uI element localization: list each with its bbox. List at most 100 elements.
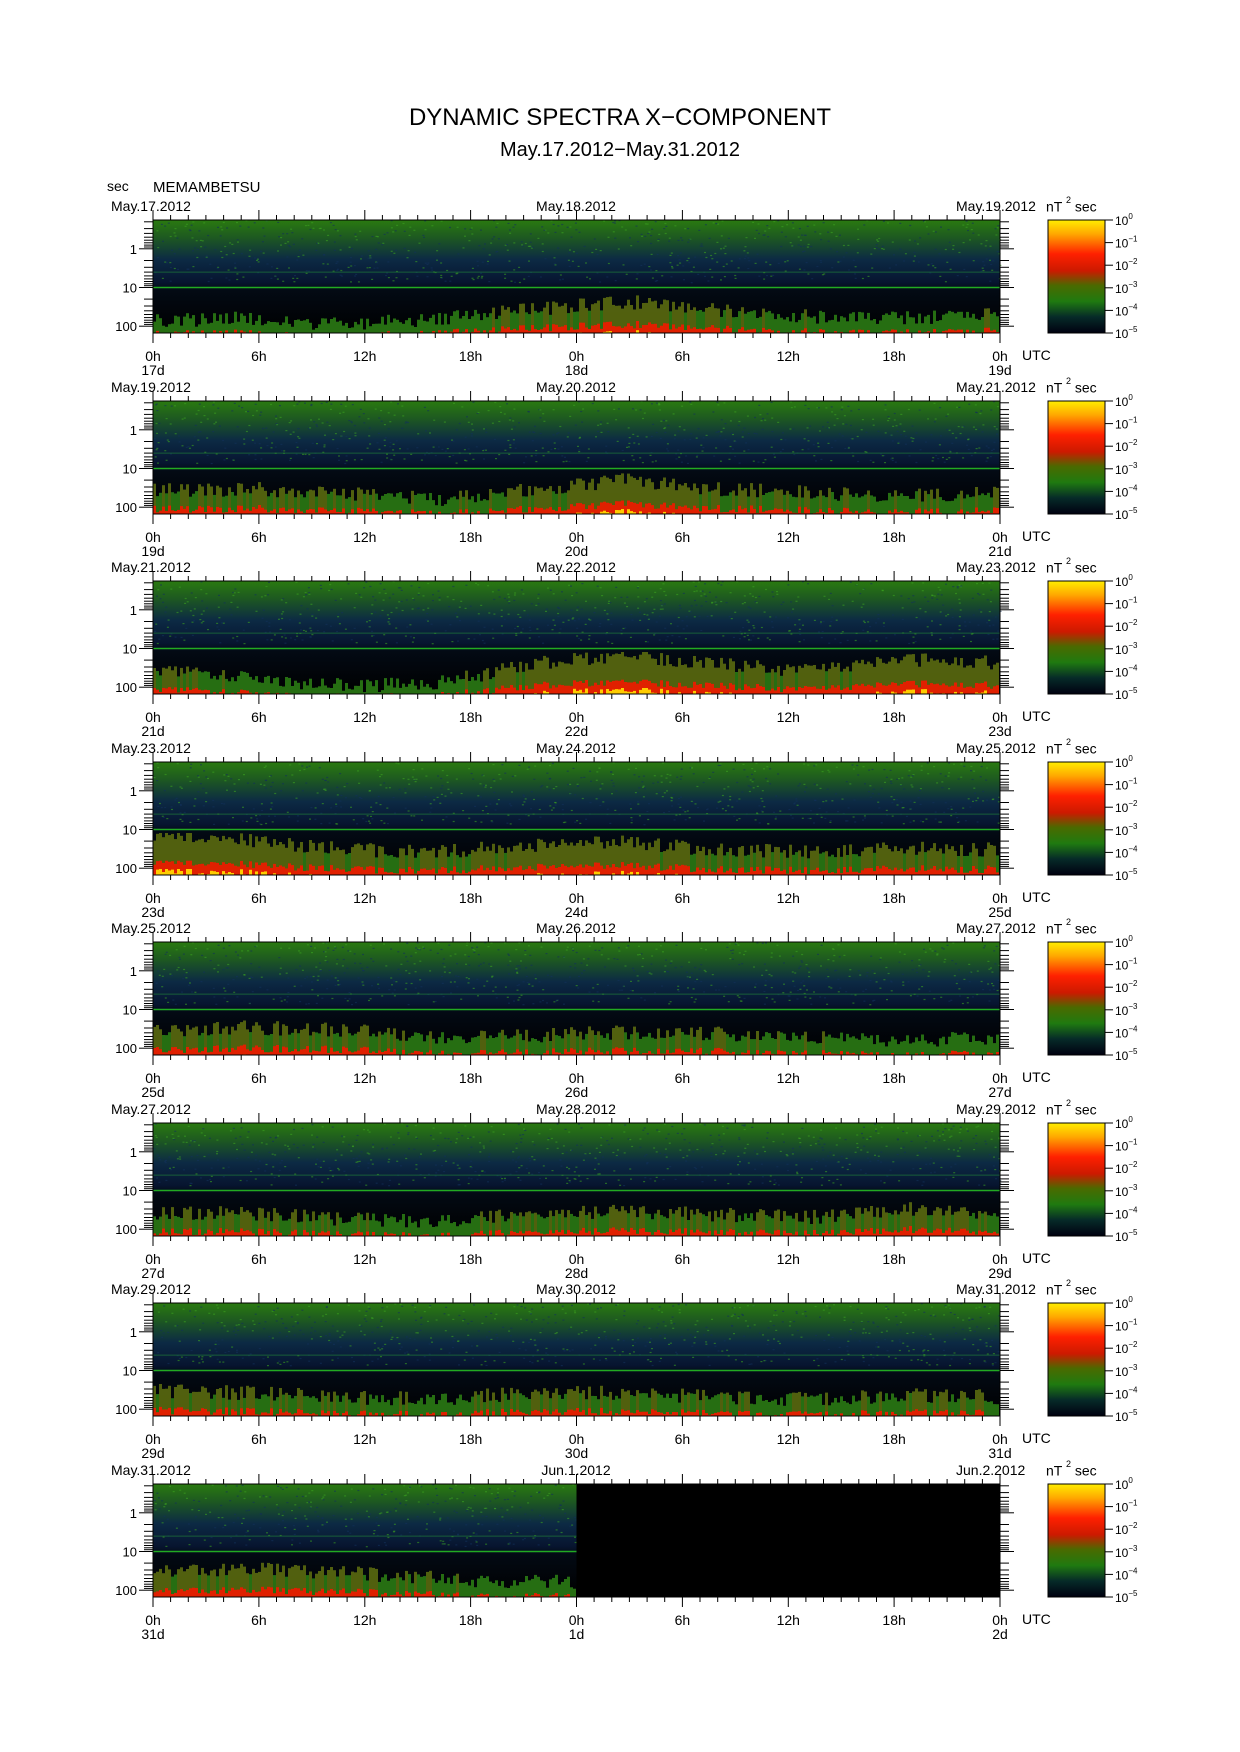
colorbar-tick-exponent: −1 <box>1128 596 1138 605</box>
colorbar-tick-label: 100 <box>1115 1476 1133 1492</box>
day-label: 27d <box>141 1265 164 1281</box>
x-tick-label: 18h <box>882 890 905 906</box>
y-tick-label: 1 <box>130 422 137 437</box>
x-tick-label: 0h <box>145 1070 161 1086</box>
y-tick-label: 1 <box>130 603 137 618</box>
colorbar-tick-base: 10 <box>1115 1500 1129 1514</box>
colorbar-unit-exponent: 2 <box>1065 556 1071 566</box>
y-axis-ticks <box>139 582 1014 688</box>
colorbar-tick-exponent: −2 <box>1128 257 1138 266</box>
colorbar-unit-label: nT 2 sec <box>1046 1278 1097 1298</box>
panel-date-left: May.19.2012 <box>111 378 191 395</box>
x-tick-label: 0h <box>145 890 161 906</box>
x-tick-label: 6h <box>251 1612 267 1628</box>
x-tick-label: 0h <box>992 709 1008 725</box>
x-tick-label: 0h <box>992 1251 1008 1267</box>
x-tick-label: 18h <box>459 348 482 364</box>
spectrogram-noise <box>154 581 1002 645</box>
x-tick-label: 0h <box>992 1612 1008 1628</box>
y-axis-ticks <box>139 221 1014 327</box>
x-tick-label: 12h <box>353 1251 376 1267</box>
spectrogram-noise <box>153 400 999 464</box>
spectrum-panel: May.17.2012 May.18.2012 May.19.2012 nT 2 se… <box>0 195 1240 400</box>
x-tick-label: 6h <box>251 890 267 906</box>
panel-date-left: May.17.2012 <box>111 198 191 214</box>
colorbar-tick-exponent: −3 <box>1128 1543 1138 1552</box>
day-label: 29d <box>141 1445 164 1461</box>
colorbar-tick-exponent: −1 <box>1128 1137 1138 1146</box>
x-tick-label: 0h <box>992 529 1008 545</box>
x-tick-label: 12h <box>353 890 376 906</box>
x-tick-label: 18h <box>882 1070 905 1086</box>
x-tick-label: 18h <box>882 1612 905 1628</box>
colorbar-unit: nT <box>1046 740 1066 757</box>
x-tick-label: 0h <box>145 348 161 364</box>
colorbar-tick-label: 10−5 <box>1115 1228 1138 1244</box>
spectral-power-columns <box>153 295 999 333</box>
x-axis-unit-utc: UTC <box>1022 527 1051 544</box>
panel-date-middle: May.20.2012 <box>536 378 616 395</box>
colorbar-tick-base: 10 <box>1115 1342 1129 1356</box>
panel-date-left: May.21.2012 <box>111 559 191 575</box>
y-axis-unit-label: sec <box>107 178 129 194</box>
y-tick-label: 1 <box>130 783 137 798</box>
x-axis-ticks <box>152 751 1001 885</box>
x-tick-label: 12h <box>353 1612 376 1628</box>
colorbar-unit-suffix: sec <box>1071 920 1097 937</box>
day-label: 20d <box>565 543 588 559</box>
colorbar-tick-exponent: −5 <box>1128 1228 1138 1237</box>
colorbar-unit: nT <box>1046 379 1066 396</box>
x-axis-unit-utc: UTC <box>1022 1069 1051 1085</box>
x-tick-label: 12h <box>777 890 800 906</box>
y-axis-ticks <box>139 1484 1014 1591</box>
colorbar-tick-label: 100 <box>1115 573 1133 589</box>
colorbar-tick-base: 10 <box>1115 508 1129 522</box>
colorbar-unit-exponent: 2 <box>1065 1278 1071 1288</box>
y-tick-label: 10 <box>123 822 137 837</box>
colorbar-tick-exponent: −1 <box>1128 1498 1138 1507</box>
colorbar-tick-base: 10 <box>1115 665 1129 679</box>
station-name: MEMAMBETSU <box>153 179 261 196</box>
x-tick-label: 0h <box>992 1070 1008 1086</box>
colorbar-tick-label: 10−3 <box>1115 1363 1138 1379</box>
x-tick-label: 0h <box>569 709 585 725</box>
x-tick-label: 18h <box>882 709 905 725</box>
x-tick-label: 18h <box>459 890 482 906</box>
colorbar-tick-exponent: −2 <box>1128 1521 1138 1530</box>
colorbar-tick-base: 10 <box>1115 1207 1129 1221</box>
colorbar-unit: nT <box>1046 920 1066 937</box>
x-tick-label: 6h <box>675 709 691 725</box>
colorbar-tick-base: 10 <box>1115 1365 1129 1379</box>
x-tick-label: 6h <box>675 1251 691 1267</box>
x-tick-label: 18h <box>882 1431 905 1447</box>
spectrum-panel: May.23.2012 May.24.2012 May.25.2012 nT 2 se… <box>0 737 1240 942</box>
colorbar-tick-label: 10−4 <box>1115 663 1138 679</box>
colorbar-tick-label: 10−1 <box>1115 596 1138 612</box>
colorbar-tick-exponent: −3 <box>1128 821 1138 830</box>
colorbar-tick-base: 10 <box>1115 1117 1129 1131</box>
colorbar-unit-label: nT 2 sec <box>1046 556 1097 576</box>
spectral-power-columns <box>153 832 999 875</box>
colorbar-tick-label: 10−2 <box>1115 1160 1138 1176</box>
colorbar-tick-exponent: −1 <box>1128 235 1138 244</box>
colorbar-tick-label: 10−5 <box>1115 1408 1138 1424</box>
colorbar-tick-label: 100 <box>1115 212 1133 228</box>
x-axis-unit-utc: UTC <box>1022 1249 1051 1266</box>
x-tick-label: 0h <box>569 1070 585 1086</box>
colorbar-tick-base: 10 <box>1115 1320 1129 1334</box>
day-label: 31d <box>988 1445 1011 1461</box>
y-tick-label: 10 <box>123 1003 137 1018</box>
colorbar-tick-exponent: −2 <box>1128 1340 1138 1349</box>
x-tick-label: 0h <box>992 890 1008 906</box>
spectrum-panel: May.25.2012 May.26.2012 May.27.2012 nT 2 se… <box>0 917 1240 1122</box>
no-data-region <box>576 1483 1000 1597</box>
y-tick-label: 1 <box>130 242 137 257</box>
colorbar-tick-exponent: −5 <box>1128 686 1138 695</box>
colorbar-tick-base: 10 <box>1115 1004 1129 1018</box>
y-tick-label: 100 <box>115 1222 137 1237</box>
colorbar-tick-exponent: −2 <box>1128 438 1138 447</box>
colorbar-tick-label: 10−1 <box>1115 235 1138 251</box>
